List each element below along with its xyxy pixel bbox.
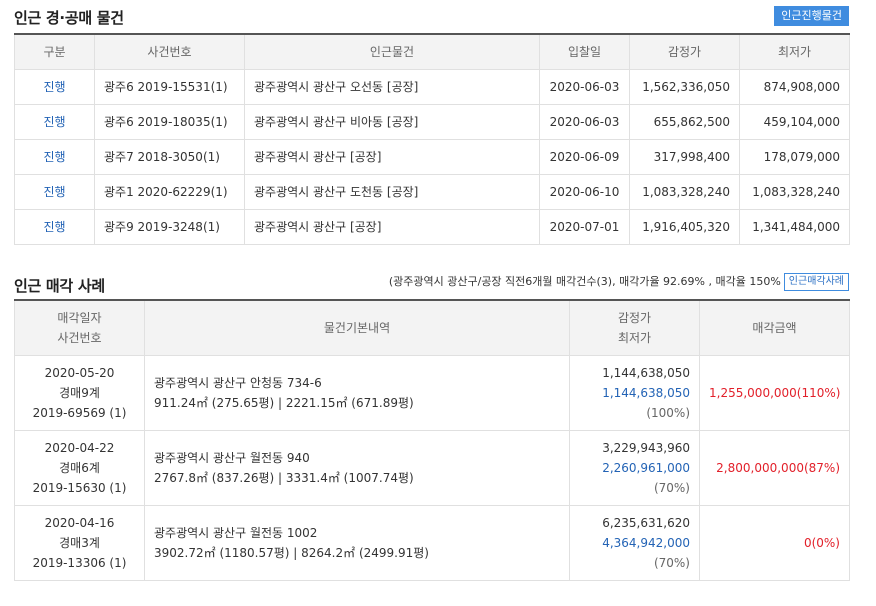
minimum-ratio: (70%)	[653, 555, 690, 570]
table-row[interactable]: 진행 광주9 2019-3248(1) 광주광역시 광산구 [공장] 2020-…	[14, 208, 850, 245]
minimum-value: 178,079,000	[739, 138, 850, 175]
table-header-row: 매각일자 사건번호 물건기본내역 감정가 최저가 매각금액	[14, 300, 850, 356]
appraisal-minimum-cell: 6,235,631,620 4,364,942,000 (70%)	[569, 504, 700, 581]
sales-summary: (광주광역시 광산구/공장 직전6개월 매각건수(3), 매각가율 92.69%…	[389, 273, 849, 291]
col-header-appraisal: 감정가	[617, 310, 652, 325]
sale-price: 1,255,000,000(110%)	[699, 354, 850, 431]
table-row[interactable]: 진행 광주1 2020-62229(1) 광주광역시 광산구 도천동 [공장] …	[14, 173, 850, 210]
bid-date: 2020-06-09	[539, 138, 630, 175]
item-area: 2767.8㎡ (837.26평) | 3331.4㎡ (1007.74평)	[154, 470, 414, 485]
col-header-sale-price: 매각금액	[699, 300, 850, 356]
item-area: 3902.72㎡ (1180.57평) | 8264.2㎡ (2499.91평)	[154, 545, 429, 560]
bid-date: 2020-06-03	[539, 68, 630, 105]
minimum-value: 1,144,638,050	[602, 385, 690, 400]
table-header-row: 구분 사건번호 인근물건 입찰일 감정가 최저가	[14, 34, 850, 70]
bid-date: 2020-07-01	[539, 208, 630, 245]
col-header-bid-date: 입찰일	[539, 34, 630, 70]
appraisal-value: 1,083,328,240	[629, 173, 740, 210]
appraisal-value: 3,229,943,960	[602, 440, 690, 455]
col-header-sale-date: 매각일자	[57, 310, 102, 325]
appraisal-minimum-cell: 1,144,638,050 1,144,638,050 (100%)	[569, 354, 700, 431]
sales-summary-text: (광주광역시 광산구/공장 직전6개월 매각건수(3), 매각가율 92.69%…	[388, 275, 781, 288]
appraisal-value: 317,998,400	[629, 138, 740, 175]
item-details-cell: 광주광역시 광산구 월전동 940 2767.8㎡ (837.26평) | 33…	[144, 429, 570, 506]
minimum-value: 2,260,961,000	[602, 460, 690, 475]
appraisal-minimum-cell: 3,229,943,960 2,260,961,000 (70%)	[569, 429, 700, 506]
status-link[interactable]: 진행	[14, 68, 95, 105]
item-address: 광주광역시 광산구 [공장]	[244, 138, 540, 175]
minimum-ratio: (70%)	[653, 480, 690, 495]
item-details-cell: 광주광역시 광산구 안청동 734-6 911.24㎡ (275.65평) | …	[144, 354, 570, 431]
case-number: 광주1 2020-62229(1)	[94, 173, 245, 210]
sale-price: 2,800,000,000(87%)	[699, 429, 850, 506]
sale-date: 2020-05-20	[44, 365, 115, 380]
minimum-value: 459,104,000	[739, 103, 850, 140]
status-link[interactable]: 진행	[14, 138, 95, 175]
col-header-minimum: 최저가	[739, 34, 850, 70]
table-row[interactable]: 진행 광주7 2018-3050(1) 광주광역시 광산구 [공장] 2020-…	[14, 138, 850, 175]
col-header-minimum: 최저가	[617, 330, 652, 345]
item-details-cell: 광주광역시 광산구 월전동 1002 3902.72㎡ (1180.57평) |…	[144, 504, 570, 581]
item-address: 광주광역시 광산구 오선동 [공장]	[244, 68, 540, 105]
appraisal-value: 6,235,631,620	[602, 515, 690, 530]
col-header-case-number: 사건번호	[57, 330, 102, 345]
table-row[interactable]: 2020-05-20 경매9계 2019-69569 (1) 광주광역시 광산구…	[14, 354, 850, 431]
col-header-sale-date-case: 매각일자 사건번호	[14, 300, 145, 356]
status-link[interactable]: 진행	[14, 208, 95, 245]
status-link[interactable]: 진행	[14, 103, 95, 140]
appraisal-value: 1,916,405,320	[629, 208, 740, 245]
appraisal-value: 655,862,500	[629, 103, 740, 140]
court-division: 경매3계	[59, 535, 100, 550]
nearby-sales-cases-button[interactable]: 인근매각사례	[783, 273, 849, 291]
item-address: 광주광역시 광산구 안청동 734-6	[154, 375, 322, 390]
nearby-sales-table: 매각일자 사건번호 물건기본내역 감정가 최저가 매각금액 2020-05-20…	[14, 299, 850, 581]
case-number: 광주6 2019-18035(1)	[94, 103, 245, 140]
case-number: 광주6 2019-15531(1)	[94, 68, 245, 105]
minimum-value: 1,083,328,240	[739, 173, 850, 210]
minimum-value: 1,341,484,000	[739, 208, 850, 245]
minimum-value: 4,364,942,000	[602, 535, 690, 550]
sale-date-case-cell: 2020-04-22 경매6계 2019-15630 (1)	[14, 429, 145, 506]
court-division: 경매6계	[59, 460, 100, 475]
nearby-active-listings-button[interactable]: 인근진행물건	[774, 6, 849, 26]
table-row[interactable]: 진행 광주6 2019-15531(1) 광주광역시 광산구 오선동 [공장] …	[14, 68, 850, 105]
sale-price: 0(0%)	[699, 504, 850, 581]
item-address: 광주광역시 광산구 월전동 940	[154, 450, 310, 465]
case-number: 광주7 2018-3050(1)	[94, 138, 245, 175]
sale-date-case-cell: 2020-04-16 경매3계 2019-13306 (1)	[14, 504, 145, 581]
item-address: 광주광역시 광산구 [공장]	[244, 208, 540, 245]
sale-date-case-cell: 2020-05-20 경매9계 2019-69569 (1)	[14, 354, 145, 431]
table-row[interactable]: 2020-04-22 경매6계 2019-15630 (1) 광주광역시 광산구…	[14, 429, 850, 506]
table-row[interactable]: 2020-04-16 경매3계 2019-13306 (1) 광주광역시 광산구…	[14, 504, 850, 581]
col-header-case-number: 사건번호	[94, 34, 245, 70]
bid-date: 2020-06-10	[539, 173, 630, 210]
sale-date: 2020-04-22	[44, 440, 115, 455]
court-division: 경매9계	[59, 385, 100, 400]
case-number: 2019-69569 (1)	[32, 405, 127, 420]
minimum-value: 874,908,000	[739, 68, 850, 105]
minimum-ratio: (100%)	[646, 405, 690, 420]
appraisal-value: 1,144,638,050	[602, 365, 690, 380]
col-header-appraisal: 감정가	[629, 34, 740, 70]
sale-date: 2020-04-16	[44, 515, 115, 530]
nearby-auction-title: 인근 경·공매 물건	[14, 9, 124, 27]
status-link[interactable]: 진행	[14, 173, 95, 210]
item-address: 광주광역시 광산구 비아동 [공장]	[244, 103, 540, 140]
col-header-status: 구분	[14, 34, 95, 70]
nearby-sales-title: 인근 매각 사례	[14, 277, 105, 295]
nearby-auction-table: 구분 사건번호 인근물건 입찰일 감정가 최저가 진행 광주6 2019-155…	[14, 33, 850, 245]
appraisal-value: 1,562,336,050	[629, 68, 740, 105]
col-header-nearby-item: 인근물건	[244, 34, 540, 70]
item-area: 911.24㎡ (275.65평) | 2221.15㎡ (671.89평)	[154, 395, 414, 410]
case-number: 2019-15630 (1)	[32, 480, 127, 495]
col-header-item-details: 물건기본내역	[144, 300, 570, 356]
case-number: 2019-13306 (1)	[32, 555, 127, 570]
col-header-appraisal-minimum: 감정가 최저가	[569, 300, 700, 356]
table-row[interactable]: 진행 광주6 2019-18035(1) 광주광역시 광산구 비아동 [공장] …	[14, 103, 850, 140]
bid-date: 2020-06-03	[539, 103, 630, 140]
case-number: 광주9 2019-3248(1)	[94, 208, 245, 245]
item-address: 광주광역시 광산구 월전동 1002	[154, 525, 318, 540]
item-address: 광주광역시 광산구 도천동 [공장]	[244, 173, 540, 210]
